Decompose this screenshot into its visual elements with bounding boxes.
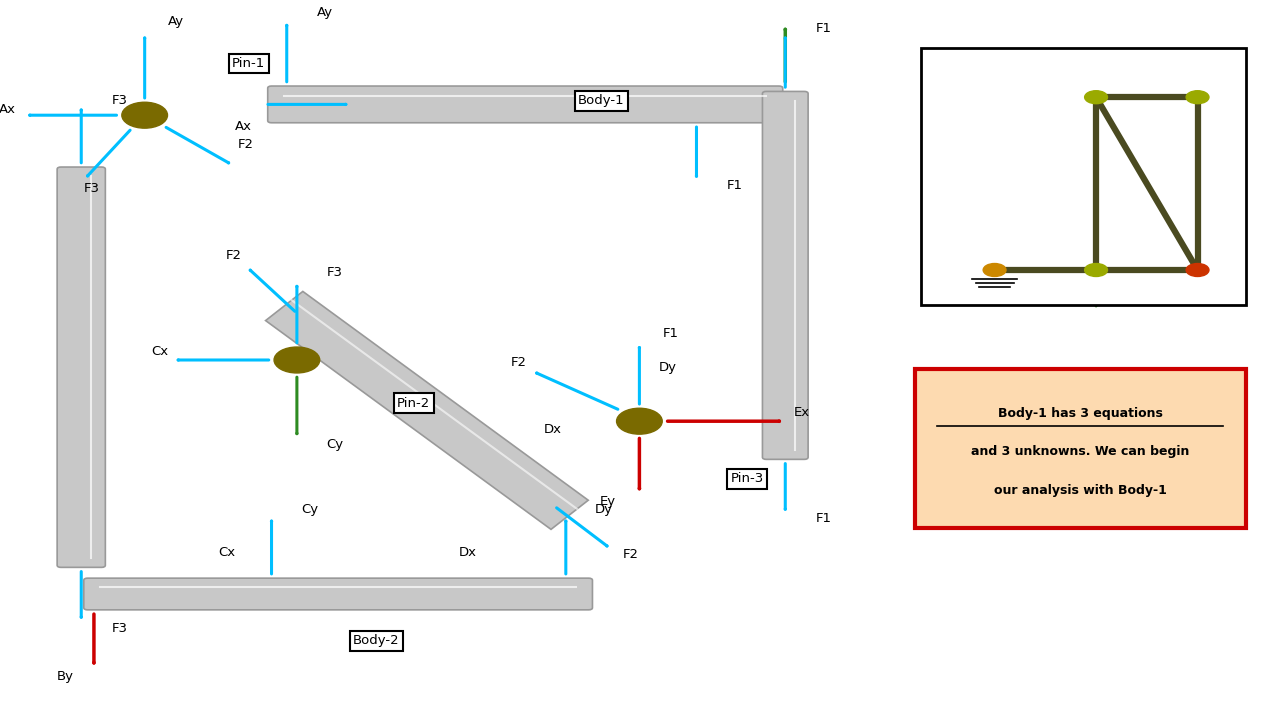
Text: Ax: Ax — [236, 120, 252, 132]
Circle shape — [1187, 91, 1210, 104]
Text: Body-1 has 3 equations: Body-1 has 3 equations — [998, 407, 1162, 420]
Text: Dx: Dx — [544, 423, 562, 436]
Text: F1: F1 — [815, 22, 831, 35]
FancyBboxPatch shape — [268, 86, 783, 123]
Circle shape — [122, 102, 168, 128]
Text: Cy: Cy — [301, 503, 319, 516]
Text: Pin-3: Pin-3 — [731, 472, 764, 485]
Text: Dx: Dx — [460, 546, 477, 559]
Circle shape — [1187, 264, 1210, 276]
Text: F2: F2 — [225, 249, 242, 262]
Text: Cx: Cx — [151, 345, 169, 358]
Text: Pin-1: Pin-1 — [232, 57, 265, 70]
FancyBboxPatch shape — [922, 48, 1245, 305]
Text: Ax: Ax — [0, 103, 17, 116]
Text: Ay: Ay — [316, 6, 333, 19]
Circle shape — [983, 264, 1006, 276]
FancyBboxPatch shape — [83, 578, 593, 610]
Text: Cy: Cy — [326, 438, 343, 451]
Text: Ay: Ay — [169, 15, 184, 28]
FancyBboxPatch shape — [58, 167, 105, 567]
Text: By: By — [56, 670, 73, 683]
Text: Body-2: Body-2 — [353, 634, 399, 647]
FancyBboxPatch shape — [915, 369, 1245, 528]
Polygon shape — [265, 292, 589, 529]
Text: and 3 unknowns. We can begin: and 3 unknowns. We can begin — [972, 445, 1189, 459]
Text: Cx: Cx — [219, 546, 236, 559]
Text: Ey: Ey — [599, 495, 616, 508]
Text: F2: F2 — [511, 356, 527, 369]
Text: F3: F3 — [111, 622, 127, 635]
Text: F3: F3 — [111, 94, 127, 107]
FancyBboxPatch shape — [763, 91, 808, 459]
Circle shape — [274, 347, 320, 373]
Text: Ex: Ex — [794, 406, 810, 419]
Text: F1: F1 — [727, 179, 742, 192]
Circle shape — [1084, 91, 1107, 104]
Circle shape — [1084, 264, 1107, 276]
Text: F3: F3 — [326, 266, 343, 279]
Text: Body-1: Body-1 — [579, 94, 625, 107]
Text: F1: F1 — [815, 512, 831, 525]
Text: Dy: Dy — [595, 503, 613, 516]
Text: F2: F2 — [622, 548, 639, 561]
Text: F2: F2 — [238, 138, 255, 150]
Text: our analysis with Body-1: our analysis with Body-1 — [993, 484, 1166, 497]
Text: Dy: Dy — [658, 361, 676, 374]
Text: F3: F3 — [83, 182, 100, 195]
Circle shape — [617, 408, 662, 434]
Text: F1: F1 — [663, 327, 680, 340]
Text: Pin-2: Pin-2 — [397, 397, 430, 410]
